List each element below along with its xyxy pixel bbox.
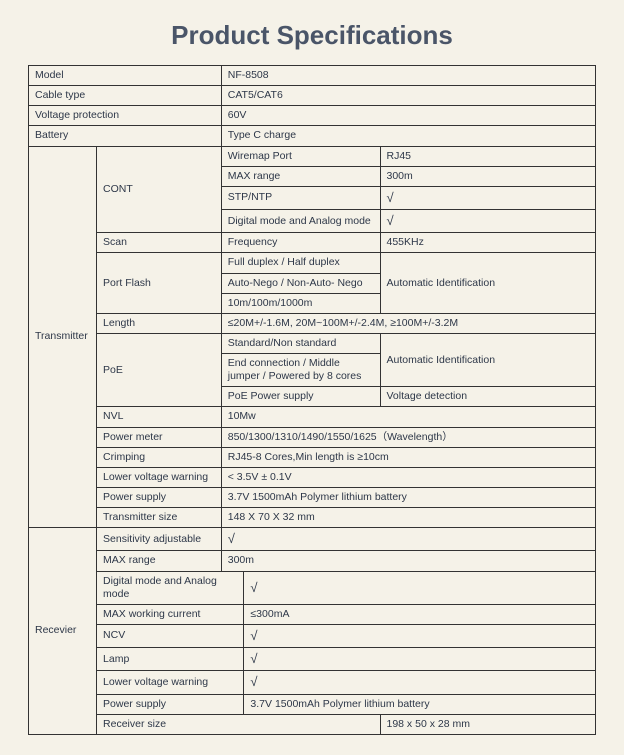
pm-value: 850/1300/1310/1490/1550/1625（Wavelength） [221, 427, 595, 447]
row-nvl: NVL 10Mw [29, 407, 596, 427]
rx-lvw-value: √ [244, 671, 596, 694]
pf-speed: 10m/100m/1000m [221, 293, 380, 313]
tx-size-value: 148 X 70 X 32 mm [221, 508, 595, 528]
pf-nego: Auto-Nego / Non-Auto- Nego [221, 273, 380, 293]
row-rx-max: MAX range 300m [29, 551, 596, 571]
rx-max-value: 300m [221, 551, 595, 571]
pm-label: Power meter [97, 427, 222, 447]
rx-ps-label: Power supply [97, 694, 244, 714]
row-tx-size: Transmitter size 148 X 70 X 32 mm [29, 508, 596, 528]
cont-wiremap-label: Wiremap Port [221, 146, 380, 166]
tx-lvw-value: < 3.5V ± 0.1V [221, 467, 595, 487]
scan-freq-label: Frequency [221, 233, 380, 253]
cable-label: Cable type [29, 86, 222, 106]
row-cable: Cable type CAT5/CAT6 [29, 86, 596, 106]
spec-sheet: Product Specifications Model NF-8508 Cab… [0, 0, 624, 755]
lamp-value: √ [244, 648, 596, 671]
model-value: NF-8508 [221, 66, 595, 86]
nvl-label: NVL [97, 407, 222, 427]
cable-value: CAT5/CAT6 [221, 86, 595, 106]
receiver-label: Recevier [29, 528, 97, 735]
sens-value: √ [221, 528, 595, 551]
battery-label: Battery [29, 126, 222, 146]
model-label: Model [29, 66, 222, 86]
tx-ps-label: Power supply [97, 487, 222, 507]
sens-label: Sensitivity adjustable [97, 528, 222, 551]
rx-wc-value: ≤300mA [244, 604, 596, 624]
pf-value: Automatic Identification [380, 253, 596, 313]
row-pf-duplex: Port Flash Full duplex / Half duplex Aut… [29, 253, 596, 273]
ncv-value: √ [244, 624, 596, 647]
row-power-meter: Power meter 850/1300/1310/1490/1550/1625… [29, 427, 596, 447]
rx-size-value: 198 x 50 x 28 mm [380, 714, 596, 734]
length-value: ≤20M+/-1.6M, 20M~100M+/-2.4M, ≥100M+/-3.… [221, 313, 595, 333]
rx-wc-label: MAX working current [97, 604, 244, 624]
portflash-label: Port Flash [97, 253, 222, 313]
row-length: Length ≤20M+/-1.6M, 20M~100M+/-2.4M, ≥10… [29, 313, 596, 333]
rx-size-label: Receiver size [97, 714, 380, 734]
row-battery: Battery Type C charge [29, 126, 596, 146]
rx-lvw-label: Lower voltage warning [97, 671, 244, 694]
poe-std: Standard/Non standard [221, 333, 380, 353]
row-rx-sens: Recevier Sensitivity adjustable √ [29, 528, 596, 551]
rx-dig-value: √ [244, 571, 596, 604]
lamp-label: Lamp [97, 648, 244, 671]
cont-stp-label: STP/NTP [221, 186, 380, 209]
pf-duplex: Full duplex / Half duplex [221, 253, 380, 273]
nvl-value: 10Mw [221, 407, 595, 427]
tx-ps-value: 3.7V 1500mAh Polymer lithium battery [221, 487, 595, 507]
length-label: Length [97, 313, 222, 333]
rx-max-label: MAX range [97, 551, 222, 571]
crimp-value: RJ45-8 Cores,Min length is ≥10cm [221, 447, 595, 467]
row-scan: Scan Frequency 455KHz [29, 233, 596, 253]
crimp-label: Crimping [97, 447, 222, 467]
row-cont-wiremap: Transmitter CONT Wiremap Port RJ45 [29, 146, 596, 166]
scan-freq-value: 455KHz [380, 233, 596, 253]
row-voltage: Voltage protection 60V [29, 106, 596, 126]
row-crimping: Crimping RJ45-8 Cores,Min length is ≥10c… [29, 447, 596, 467]
cont-digital-value: √ [380, 210, 596, 233]
battery-value: Type C charge [221, 126, 595, 146]
transmitter-label: Transmitter [29, 146, 97, 528]
cont-label: CONT [97, 146, 222, 233]
row-rx-lvw: Lower voltage warning √ [29, 671, 596, 694]
cont-digital-label: Digital mode and Analog mode [221, 210, 380, 233]
poe-label: PoE [97, 333, 222, 407]
rx-dig-label: Digital mode and Analog mode [97, 571, 244, 604]
tx-size-label: Transmitter size [97, 508, 222, 528]
poe-supply-value: Voltage detection [380, 387, 596, 407]
row-rx-digital: Digital mode and Analog mode √ [29, 571, 596, 604]
scan-label: Scan [97, 233, 222, 253]
row-model: Model NF-8508 [29, 66, 596, 86]
poe-supply-label: PoE Power supply [221, 387, 380, 407]
row-poe-std: PoE Standard/Non standard Automatic Iden… [29, 333, 596, 353]
cont-wiremap-value: RJ45 [380, 146, 596, 166]
row-rx-wc: MAX working current ≤300mA [29, 604, 596, 624]
row-tx-ps: Power supply 3.7V 1500mAh Polymer lithiu… [29, 487, 596, 507]
poe-auto: Automatic Identification [380, 333, 596, 386]
tx-lvw-label: Lower voltage warning [97, 467, 222, 487]
row-rx-lamp: Lamp √ [29, 648, 596, 671]
voltage-value: 60V [221, 106, 595, 126]
row-rx-ncv: NCV √ [29, 624, 596, 647]
rx-ps-value: 3.7V 1500mAh Polymer lithium battery [244, 694, 596, 714]
row-rx-ps: Power supply 3.7V 1500mAh Polymer lithiu… [29, 694, 596, 714]
poe-conn: End connection / Middle jumper / Powered… [221, 354, 380, 387]
ncv-label: NCV [97, 624, 244, 647]
row-tx-lvw: Lower voltage warning < 3.5V ± 0.1V [29, 467, 596, 487]
cont-max-value: 300m [380, 166, 596, 186]
cont-max-label: MAX range [221, 166, 380, 186]
row-rx-size: Receiver size 198 x 50 x 28 mm [29, 714, 596, 734]
page-title: Product Specifications [28, 20, 596, 51]
voltage-label: Voltage protection [29, 106, 222, 126]
spec-table: Model NF-8508 Cable type CAT5/CAT6 Volta… [28, 65, 596, 735]
cont-stp-value: √ [380, 186, 596, 209]
